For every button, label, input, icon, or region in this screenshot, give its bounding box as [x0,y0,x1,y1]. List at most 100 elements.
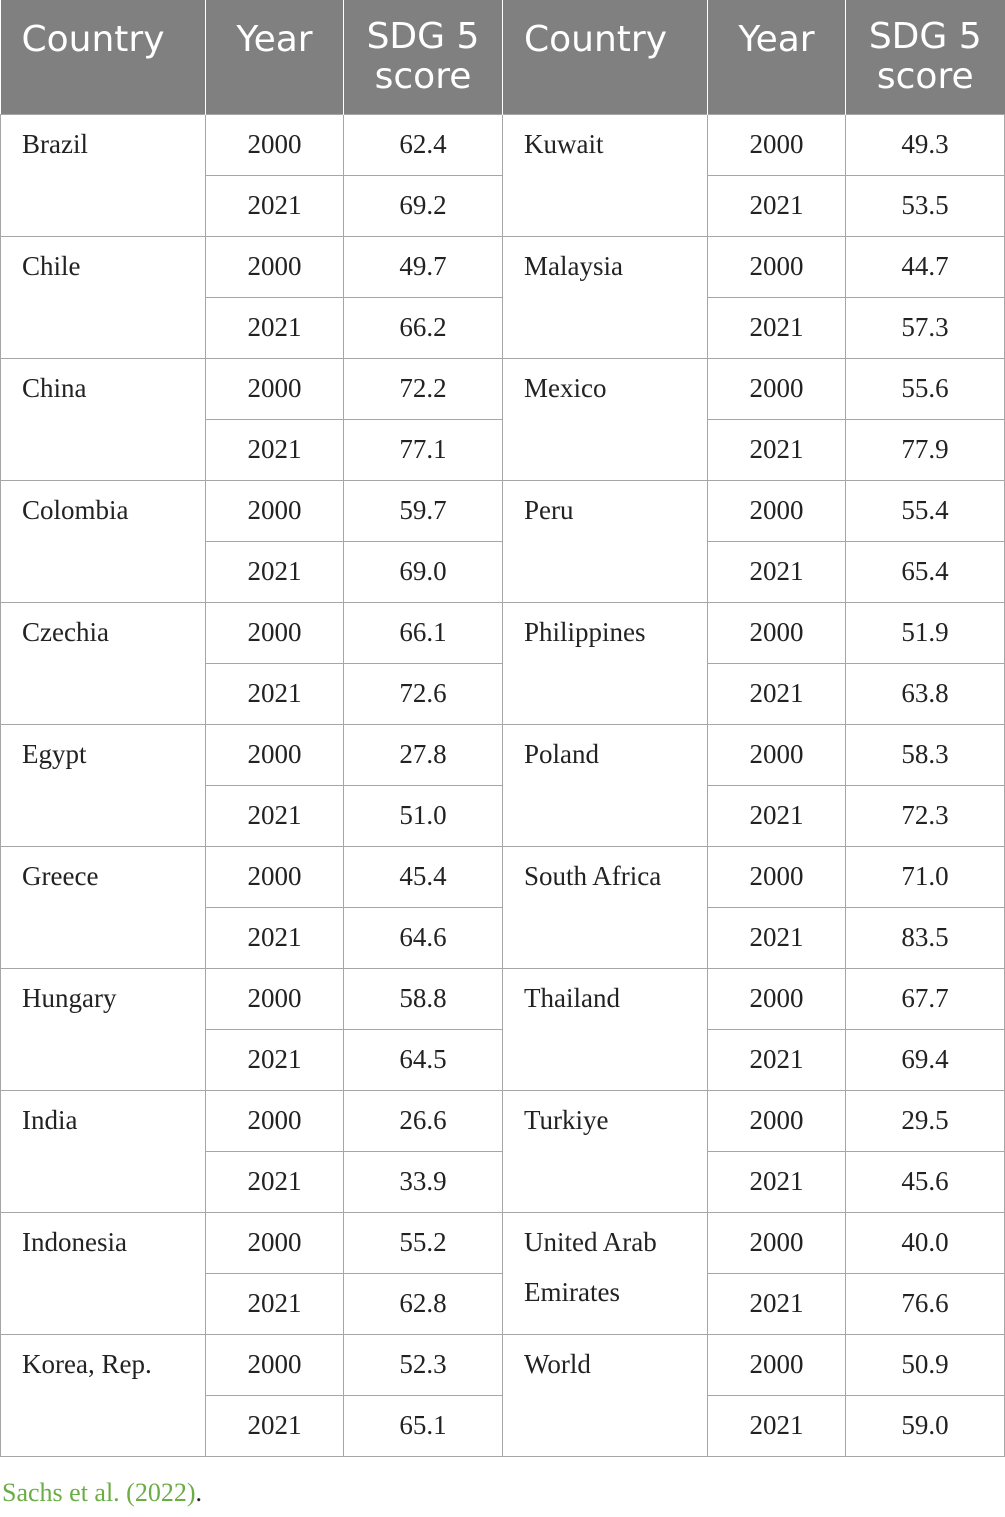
country-cell-right: Kuwait [502,113,708,237]
year-cell: 2000 [205,1089,344,1152]
year-cell: 2021 [205,1150,344,1213]
country-name: Egypt [22,738,87,769]
year-cell: 2021 [205,1272,344,1335]
country-name: Colombia [22,494,129,525]
year-cell: 2000 [205,235,344,298]
country-cell-right: World [502,1333,708,1457]
country-name: South Africa [524,860,662,891]
score-cell: 77.1 [343,418,503,481]
table-row: Greece 2000 45.4 South Africa 2000 71.0 [0,845,1005,969]
country-name: Greece [22,860,99,891]
year-cell: 2021 [707,1272,846,1335]
country-cell-right: Peru [502,479,708,603]
source-link[interactable]: Sachs et al. (2022) [2,1478,196,1507]
country-cell-left: Colombia [0,479,206,603]
year-cell: 2021 [707,662,846,725]
score-cell: 72.3 [845,784,1005,847]
year-cell: 2000 [707,1211,846,1274]
score-cell: 59.7 [343,479,503,542]
year-cell: 2000 [707,235,846,298]
year-cell: 2021 [707,174,846,237]
year-cell: 2000 [205,845,344,908]
year-cell: 2000 [707,723,846,786]
table-row: Korea, Rep. 2000 52.3 World 2000 50.9 [0,1333,1005,1457]
year-cell: 2021 [205,1028,344,1091]
country-cell-right: South Africa [502,845,708,969]
country-name: Indonesia [22,1226,127,1257]
header-score-left: SDG 5 score [343,0,503,114]
year-cell: 2021 [205,906,344,969]
header-country-right: Country [502,0,708,114]
score-cell: 51.9 [845,601,1005,664]
score-cell: 63.8 [845,662,1005,725]
country-cell-right: Poland [502,723,708,847]
score-cell: 64.5 [343,1028,503,1091]
country-cell-left: Brazil [0,113,206,237]
year-cell: 2021 [205,174,344,237]
year-cell: 2021 [205,662,344,725]
score-cell: 69.0 [343,540,503,603]
score-cell: 62.8 [343,1272,503,1335]
score-cell: 29.5 [845,1089,1005,1152]
year-cell: 2000 [205,357,344,420]
score-cell: 66.1 [343,601,503,664]
country-cell-left: Czechia [0,601,206,725]
score-cell: 50.9 [845,1333,1005,1396]
country-name: Philippines [524,616,646,647]
score-cell: 45.4 [343,845,503,908]
score-cell: 65.4 [845,540,1005,603]
score-cell: 72.6 [343,662,503,725]
country-name: United Arab Emirates [524,1226,657,1307]
table-row: Egypt 2000 27.8 Poland 2000 58.3 [0,723,1005,847]
header-country-left: Country [0,0,206,114]
score-cell: 69.2 [343,174,503,237]
score-cell: 49.7 [343,235,503,298]
score-cell: 83.5 [845,906,1005,969]
score-cell: 40.0 [845,1211,1005,1274]
year-cell: 2021 [707,540,846,603]
score-cell: 44.7 [845,235,1005,298]
year-cell: 2021 [707,418,846,481]
score-cell: 49.3 [845,113,1005,176]
country-name: China [22,372,87,403]
score-cell: 59.0 [845,1394,1005,1457]
header-row: Country Year SDG 5 score Country Year SD… [0,0,1005,114]
year-cell: 2000 [205,967,344,1030]
country-cell-right: Malaysia [502,235,708,359]
score-cell: 65.1 [343,1394,503,1457]
score-cell: 57.3 [845,296,1005,359]
header-score-line2: score [374,55,472,97]
year-cell: 2000 [205,601,344,664]
score-cell: 58.3 [845,723,1005,786]
table-row: 2021 33.9 2021 45.6 [1,1150,1005,1213]
country-name: Chile [22,250,81,281]
score-cell: 77.9 [845,418,1005,481]
country-name: Kuwait [524,128,604,159]
table-row: India 2000 26.6 Turkiye 2000 29.5 [0,1089,1005,1213]
score-cell: 33.9 [343,1150,503,1213]
year-cell: 2021 [205,784,344,847]
year-cell: 2021 [205,296,344,359]
score-cell: 67.7 [845,967,1005,1030]
country-cell-left: India [0,1089,206,1213]
table-row: Czechia 2000 66.1 Philippines 2000 51.9 [0,601,1005,725]
header-score-right: SDG 5 score [845,0,1005,114]
score-cell: 45.6 [845,1150,1005,1213]
country-name: Korea, Rep. [22,1348,152,1379]
year-cell: 2000 [707,967,846,1030]
score-cell: 55.6 [845,357,1005,420]
year-cell: 2000 [707,357,846,420]
table-row: 2021 65.1 2021 59.0 [1,1394,1005,1457]
header-score-line1: SDG 5 [366,15,480,57]
header-score-line2: score [876,55,974,97]
year-cell: 2000 [707,113,846,176]
header-year-right: Year [707,0,846,114]
score-cell: 55.4 [845,479,1005,542]
year-cell: 2000 [205,479,344,542]
table-row: 2021 64.6 2021 83.5 [1,906,1005,969]
score-cell: 72.2 [343,357,503,420]
score-cell: 64.6 [343,906,503,969]
country-name: Czechia [22,616,109,647]
country-cell-right: Thailand [502,967,708,1091]
table-row: 2021 62.8 2021 76.6 [1,1272,1005,1335]
